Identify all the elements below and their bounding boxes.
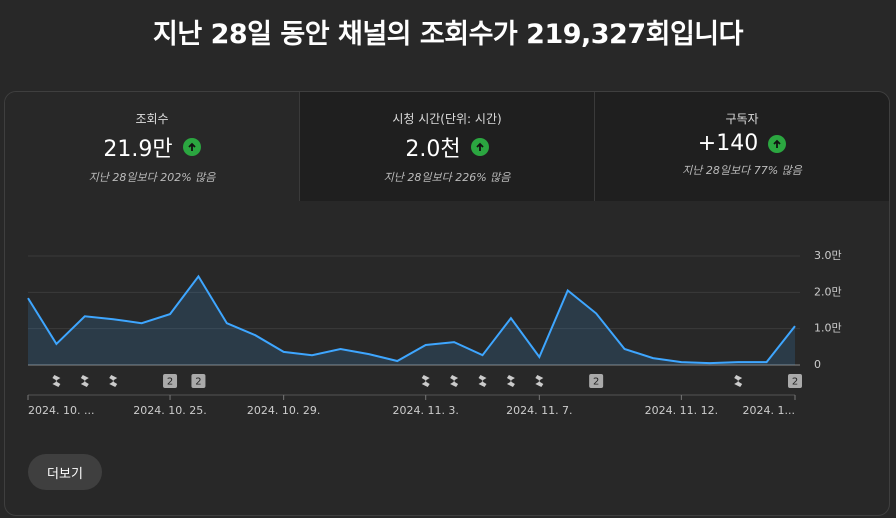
metric-value: 21.9만 (103, 137, 173, 162)
area (28, 276, 795, 365)
shorts-glyph (80, 375, 89, 387)
shorts-glyph (52, 375, 61, 387)
upload-badge-label: 2 (167, 377, 173, 388)
x-tick-label: 2024. 11. 12. (645, 404, 718, 417)
shorts-icon (535, 375, 544, 387)
page-title: 지난 28일 동안 채널의 조회수가 219,327회입니다 (153, 19, 744, 50)
shorts-glyph (421, 375, 430, 387)
metric-label: 시청 시간(단위: 시간) (392, 112, 502, 126)
x-tick-label: 2024. 11. 7. (506, 404, 572, 417)
metric-value: +140 (697, 131, 759, 156)
shorts-glyph (478, 375, 487, 387)
up-icon (768, 134, 787, 153)
shorts-icon (450, 375, 459, 387)
upload-badge (788, 374, 802, 388)
x-tick-label: 2024. 10. 25. (133, 404, 206, 417)
shorts-icon (109, 375, 118, 387)
shorts-icon (52, 375, 61, 387)
metric-value: 2.0천 (405, 137, 461, 162)
x-tick-label: 2024. 10. 29. (247, 404, 320, 417)
shorts-glyph (535, 375, 544, 387)
shorts-icon (734, 375, 743, 387)
shorts-glyph (109, 375, 118, 387)
shorts-icon (421, 375, 430, 387)
metric-change: 지난 28일보다 226% 많음 (383, 171, 511, 184)
y-tick-label: 0 (814, 358, 821, 371)
line (27, 274, 796, 365)
more-button[interactable]: 더보기 (28, 454, 102, 490)
metric-label: 구독자 (725, 112, 759, 126)
up-icon (470, 138, 489, 156)
upload-badge (191, 374, 206, 388)
upload-badge (589, 374, 604, 388)
shorts-icon (478, 375, 487, 387)
x-tick-label: 2024. 10. ... (28, 404, 94, 417)
metric-label: 조회수 (135, 112, 169, 126)
upload-badge (163, 374, 178, 388)
metric-change: 지난 28일보다 202% 많음 (88, 171, 216, 184)
shorts-glyph (734, 375, 743, 387)
metric-tab[interactable]: 구독자 +140 지난 28일보다 77% 많음 (594, 92, 889, 201)
x-tick-label: 2024. 1... (743, 404, 795, 417)
shorts-glyph (506, 375, 515, 387)
upload-badge-label: 2 (593, 377, 599, 388)
x-tick-label: 2024. 11. 3. (392, 404, 458, 417)
shorts-glyph (450, 375, 459, 387)
up-icon (182, 138, 201, 156)
shorts-icon (506, 375, 515, 387)
upload-badge-label: 2 (792, 377, 798, 388)
y-tick-label: 2.0만 (814, 285, 842, 298)
upload-badge-label: 2 (195, 377, 201, 388)
shorts-icon (80, 375, 89, 387)
y-tick-label: 1.0만 (814, 322, 842, 335)
y-tick-label: 3.0만 (814, 249, 842, 262)
metric-change: 지난 28일보다 77% 많음 (682, 164, 802, 177)
